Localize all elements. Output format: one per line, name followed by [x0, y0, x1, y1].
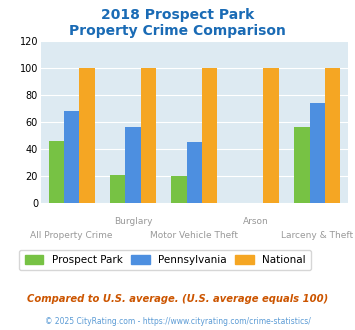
- Text: 2018 Prospect Park: 2018 Prospect Park: [101, 8, 254, 22]
- Text: Motor Vehicle Theft: Motor Vehicle Theft: [151, 231, 238, 240]
- Bar: [79, 68, 94, 203]
- Bar: [325, 68, 340, 203]
- Bar: [125, 127, 141, 203]
- Bar: [187, 142, 202, 203]
- Text: Compared to U.S. average. (U.S. average equals 100): Compared to U.S. average. (U.S. average …: [27, 294, 328, 304]
- Text: © 2025 CityRating.com - https://www.cityrating.com/crime-statistics/: © 2025 CityRating.com - https://www.city…: [45, 317, 310, 326]
- Bar: [141, 68, 156, 203]
- Bar: [64, 111, 79, 203]
- Text: Arson: Arson: [243, 217, 269, 226]
- Text: Burglary: Burglary: [114, 217, 152, 226]
- Bar: [263, 68, 279, 203]
- Bar: [202, 68, 217, 203]
- Bar: [110, 175, 125, 203]
- Bar: [171, 176, 187, 203]
- Bar: [294, 127, 310, 203]
- Text: Property Crime Comparison: Property Crime Comparison: [69, 24, 286, 38]
- Bar: [310, 103, 325, 203]
- Bar: [49, 141, 64, 203]
- Text: All Property Crime: All Property Crime: [30, 231, 113, 240]
- Text: Larceny & Theft: Larceny & Theft: [281, 231, 353, 240]
- Legend: Prospect Park, Pennsylvania, National: Prospect Park, Pennsylvania, National: [20, 250, 311, 270]
